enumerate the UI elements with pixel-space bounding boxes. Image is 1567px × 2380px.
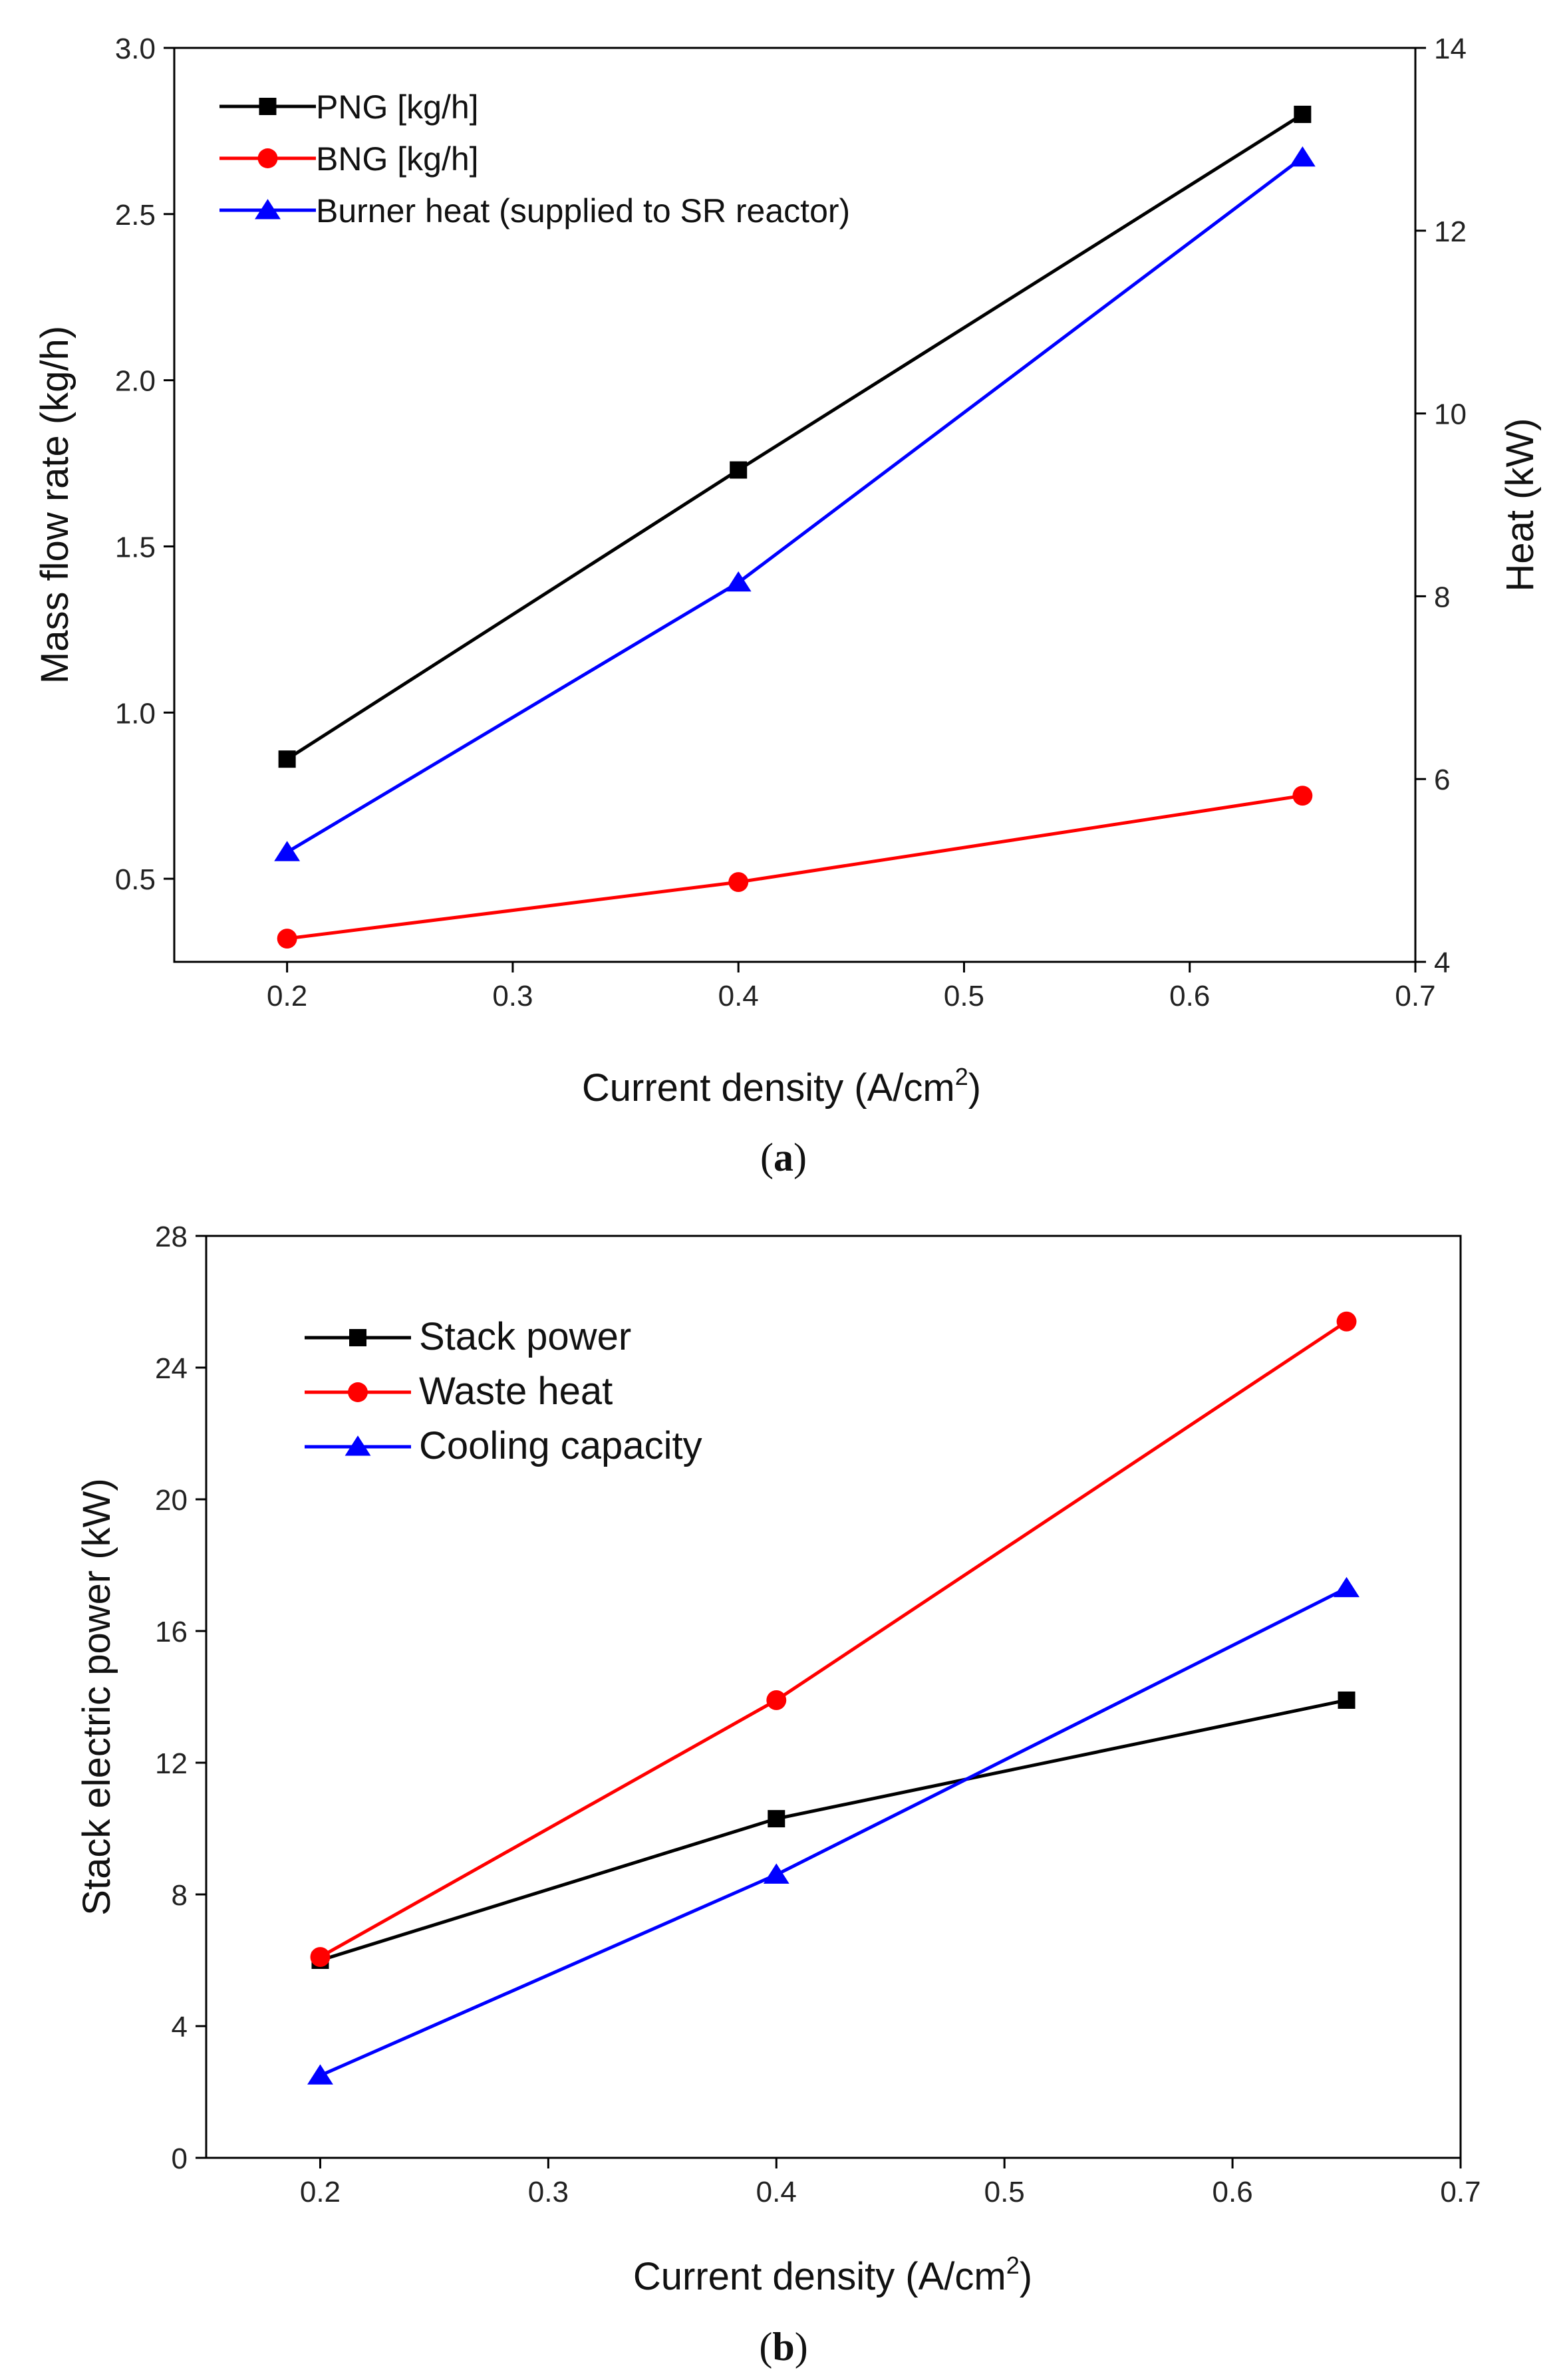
- data-point: [277, 929, 297, 949]
- panel-label: (b): [759, 2325, 807, 2369]
- data-point: [1338, 1691, 1355, 1709]
- data-point: [1292, 786, 1313, 806]
- legend-marker: [345, 1435, 371, 1456]
- x-tick-label: 0.3: [528, 2176, 569, 2208]
- data-point: [307, 2064, 333, 2085]
- panel-label: (a): [760, 1135, 807, 1179]
- x-tick-label: 0.7: [1440, 2176, 1481, 2208]
- data-point: [768, 1810, 785, 1828]
- x-tick-label: 0.2: [267, 980, 307, 1012]
- x-tick-label: 0.4: [756, 2176, 797, 2208]
- legend: Stack power Waste heat Cooling capacity: [305, 1315, 702, 1467]
- data-point: [725, 571, 752, 592]
- plot-frame: [205, 1235, 1462, 2159]
- y-tick-label: 24: [155, 1352, 188, 1385]
- series-line: [287, 794, 1303, 941]
- x-tick-label: 0.6: [1212, 2176, 1253, 2208]
- data-point: [766, 1690, 787, 1710]
- y2-tick-label: 12: [1434, 216, 1467, 248]
- y-tick-label: 0: [172, 2143, 188, 2175]
- y-tick-label: 20: [155, 1484, 188, 1517]
- y-tick-label: 16: [155, 1616, 188, 1648]
- data-point: [274, 841, 301, 861]
- data-point: [730, 461, 748, 479]
- data-point: [1289, 146, 1316, 167]
- x-axis-title: Current density (A/cm2): [582, 1063, 981, 1110]
- y-tick-label: 1.0: [115, 697, 156, 730]
- series-line: [319, 1698, 1348, 1962]
- series-line: [319, 1320, 1348, 1959]
- x-tick-label: 0.6: [1169, 980, 1210, 1012]
- data-point: [1334, 1576, 1359, 1598]
- y-tick-label: 2.5: [115, 199, 156, 231]
- y2-tick-label: 6: [1434, 764, 1450, 796]
- y-tick-label: 0.5: [115, 863, 156, 896]
- legend-marker: [259, 98, 277, 115]
- y2-tick-label: 4: [1434, 947, 1450, 979]
- legend-label: Stack power: [419, 1315, 631, 1358]
- data-point: [763, 1863, 789, 1884]
- y-tick-label: 3.0: [115, 33, 156, 65]
- y2-tick-label: 14: [1434, 33, 1467, 65]
- y2-tick-label: 8: [1434, 581, 1450, 613]
- data-point: [1294, 105, 1312, 123]
- legend-marker: [257, 148, 278, 168]
- data-point: [278, 750, 296, 768]
- y-tick-label: 12: [155, 1747, 188, 1780]
- x-tick-label: 0.7: [1395, 980, 1435, 1012]
- x-tick-label: 0.5: [944, 980, 984, 1012]
- y-tick-label: 28: [155, 1221, 188, 1253]
- legend: PNG [kg/h] BNG [kg/h] Burner heat (supplie…: [219, 88, 850, 229]
- y-tick-label: 4: [172, 2011, 188, 2043]
- chart-panel-b: 0.2 0.3 0.4 0.5 0.6 0.7 0 4 8 12 16 20 24 28 Stack pow…: [75, 1221, 1481, 2369]
- x-tick-label: 0.4: [718, 980, 759, 1012]
- legend-label: Cooling capacity: [419, 1424, 702, 1467]
- y-axis-title: Mass flow rate (kg/h): [33, 326, 76, 684]
- legend-marker: [349, 1329, 366, 1346]
- y-tick-label: 8: [172, 1879, 188, 1912]
- data-point: [1336, 1311, 1357, 1332]
- legend-label: BNG [kg/h]: [316, 140, 479, 178]
- series-line: [286, 156, 1304, 854]
- legend-marker: [255, 199, 281, 220]
- x-tick-label: 0.3: [492, 980, 533, 1012]
- x-axis-title: Current density (A/cm2): [633, 2252, 1032, 2298]
- y2-tick-label: 10: [1434, 398, 1467, 431]
- y-axis-title: Stack electric power (kW): [75, 1478, 118, 1915]
- y-tick-label: 2.0: [115, 365, 156, 398]
- y-tick-label: 1.5: [115, 531, 156, 563]
- legend-label: Waste heat: [419, 1370, 613, 1413]
- data-point: [310, 1947, 331, 1967]
- legend-label: Burner heat (supplied to SR reactor): [316, 192, 850, 229]
- legend-label: PNG [kg/h]: [316, 88, 479, 126]
- plot-frame: [173, 47, 1417, 963]
- data-point: [728, 872, 749, 893]
- x-tick-label: 0.2: [300, 2176, 341, 2208]
- legend-marker: [348, 1382, 368, 1402]
- x-tick-label: 0.5: [984, 2176, 1025, 2208]
- y2-axis-title: Heat (kW): [1498, 418, 1542, 592]
- chart-panel-a: 0.2 0.3 0.4 0.5 0.6 0.7 0.5 1.0 1.5 2.0 2.5 3.0 4 6 8 1…: [33, 33, 1542, 1179]
